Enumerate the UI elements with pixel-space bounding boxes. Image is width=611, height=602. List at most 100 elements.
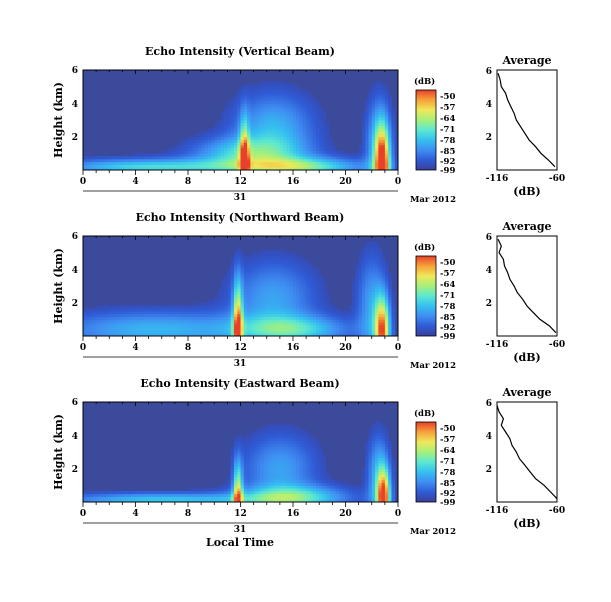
- heatmap-cell: [283, 280, 287, 283]
- heatmap-cell: [231, 446, 235, 449]
- heatmap-cell: [283, 477, 287, 480]
- heatmap-cell: [241, 308, 245, 311]
- heatmap-cell: [372, 325, 376, 328]
- heatmap-cell: [375, 449, 379, 452]
- heatmap-cell: [273, 289, 277, 292]
- heatmap-cell: [365, 151, 369, 154]
- heatmap-cell: [208, 151, 212, 154]
- heatmap-cell: [231, 131, 235, 134]
- heatmap-cell: [139, 153, 143, 156]
- heatmap-cell: [211, 137, 215, 140]
- heatmap-cell: [244, 455, 248, 458]
- heatmap-cell: [352, 317, 356, 320]
- heatmap-cell: [339, 322, 343, 325]
- heatmap-cell: [362, 292, 366, 295]
- heatmap-cell: [378, 286, 382, 289]
- heatmap-cell: [175, 156, 179, 159]
- heatmap-cell: [368, 283, 372, 286]
- heatmap-cell: [280, 330, 284, 333]
- colorbar-tick: -64: [440, 114, 455, 124]
- heatmap-cell: [273, 162, 277, 165]
- heatmap-cell: [286, 480, 290, 483]
- heatmap-cell: [332, 488, 336, 491]
- heatmap-cell: [247, 297, 251, 300]
- heatmap-cell: [300, 314, 304, 317]
- heatmap-cell: [391, 153, 395, 156]
- heatmap-cell: [122, 159, 126, 162]
- heatmap-cell: [296, 435, 300, 438]
- heatmap-cell: [237, 112, 241, 115]
- heatmap-cell: [362, 247, 366, 250]
- heatmap-cell: [382, 275, 386, 278]
- heatmap-cell: [204, 494, 208, 497]
- heatmap-cell: [382, 142, 386, 145]
- heatmap-cell: [349, 308, 353, 311]
- heatmap-cell: [257, 317, 261, 320]
- heatmap-cell: [86, 325, 90, 328]
- heatmap-cell: [106, 330, 110, 333]
- heatmap-cell: [237, 292, 241, 295]
- heatmap-cell: [300, 491, 304, 494]
- heatmap-cell: [382, 466, 386, 469]
- day-label: 31: [234, 193, 247, 203]
- heatmap-cell: [303, 446, 307, 449]
- heatmap-cell: [313, 148, 317, 151]
- heatmap-cell: [303, 460, 307, 463]
- heatmap-cell: [106, 162, 110, 165]
- heatmap-cell: [378, 280, 382, 283]
- heatmap-cell: [303, 145, 307, 148]
- heatmap-cell: [313, 156, 317, 159]
- heatmap-cell: [208, 162, 212, 165]
- heatmap-cell: [155, 164, 159, 167]
- heatmap-cell: [280, 471, 284, 474]
- heatmap-cell: [300, 159, 304, 162]
- heatmap-cell: [326, 330, 330, 333]
- heatmap-cell: [286, 109, 290, 112]
- heatmap-cell: [355, 485, 359, 488]
- heatmap-cell: [231, 101, 235, 104]
- heatmap-cell: [273, 280, 277, 283]
- heatmap-cell: [385, 112, 389, 115]
- heatmap-cell: [303, 494, 307, 497]
- heatmap-cell: [142, 322, 146, 325]
- heatmap-cell: [323, 303, 327, 306]
- heatmap-cell: [280, 469, 284, 472]
- heatmap-cell: [326, 477, 330, 480]
- heatmap-cell: [224, 126, 228, 129]
- heatmap-cell: [126, 319, 130, 322]
- heatmap-cell: [188, 139, 192, 142]
- heatmap-cell: [113, 319, 117, 322]
- heatmap-cell: [270, 126, 274, 129]
- heatmap-cell: [83, 311, 87, 314]
- heatmap-cell: [260, 258, 264, 261]
- heatmap-cell: [188, 319, 192, 322]
- heatmap-cell: [323, 300, 327, 303]
- heatmap-cell: [250, 328, 254, 331]
- heatmap-cell: [300, 139, 304, 142]
- heatmap-cell: [391, 471, 395, 474]
- panel-northward-beam: Echo Intensity (Northward Beam) Height (…: [52, 211, 565, 371]
- heatmap-cell: [306, 435, 310, 438]
- heatmap-cell: [116, 328, 120, 331]
- heatmap-cell: [113, 305, 117, 308]
- heatmap-cell: [362, 267, 366, 270]
- heatmap-cell: [372, 250, 376, 253]
- heatmap-cell: [260, 114, 264, 117]
- heatmap-cell: [241, 449, 245, 452]
- heatmap-cell: [267, 286, 271, 289]
- heatmap-cell: [346, 162, 350, 165]
- heatmap-cell: [372, 424, 376, 427]
- heatmap-cell: [290, 255, 294, 258]
- heatmap-cell: [303, 438, 307, 441]
- heatmap-cell: [368, 123, 372, 126]
- heatmap-cell: [260, 485, 264, 488]
- heatmap-cell: [359, 258, 363, 261]
- heatmap-cell: [362, 488, 366, 491]
- heatmap-cell: [241, 114, 245, 117]
- heatmap-cell: [306, 449, 310, 452]
- heatmap-cell: [296, 264, 300, 267]
- heatmap-cell: [296, 278, 300, 281]
- heatmap-cell: [155, 308, 159, 311]
- heatmap-cell: [391, 142, 395, 145]
- heatmap-cell: [375, 275, 379, 278]
